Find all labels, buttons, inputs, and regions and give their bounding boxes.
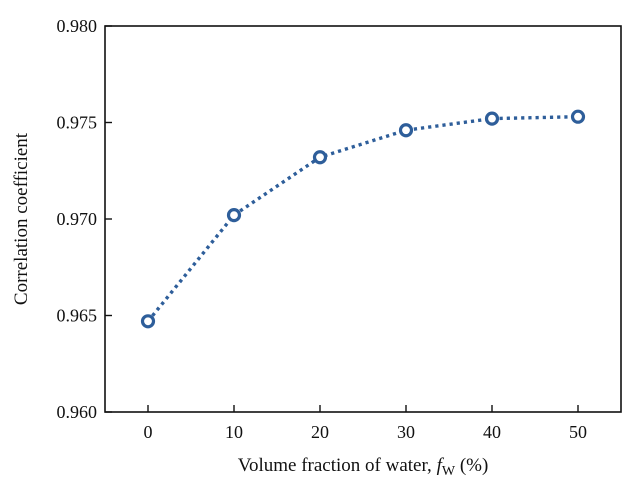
series-line: [146, 115, 579, 323]
x-axis-title-subscript: W: [442, 464, 456, 479]
x-axis-title-prefix: Volume fraction of water,: [238, 455, 437, 476]
series-layer: [140, 109, 586, 329]
data-point: [226, 208, 242, 223]
x-tick-label: 0: [144, 422, 153, 442]
y-tick-label: 0.965: [57, 306, 98, 326]
data-point: [398, 123, 414, 138]
x-tick-label: 40: [483, 422, 501, 442]
plot-frame: [104, 25, 622, 413]
x-tick-label: 20: [311, 422, 329, 442]
y-tick-label: 0.980: [57, 16, 98, 36]
data-point: [312, 150, 328, 165]
x-axis: 0 10 20 30 40 50: [144, 405, 587, 442]
y-tick-label: 0.970: [57, 209, 98, 229]
data-point: [484, 111, 500, 126]
x-axis-title-symbol: f: [437, 455, 445, 476]
x-tick-label: 10: [225, 422, 243, 442]
data-point: [140, 314, 156, 329]
x-axis-title-suffix: (%): [455, 455, 488, 476]
y-tick-label: 0.975: [57, 113, 98, 133]
data-point: [570, 109, 586, 124]
y-axis-title: Correlation coefficient: [11, 132, 32, 305]
x-tick-label: 30: [397, 422, 415, 442]
x-axis-title: Volume fraction of water, fW (%): [238, 455, 489, 479]
y-tick-label: 0.960: [57, 402, 98, 422]
y-axis: 0.960 0.965 0.970 0.975 0.980: [57, 16, 112, 422]
x-tick-label: 50: [569, 422, 587, 442]
